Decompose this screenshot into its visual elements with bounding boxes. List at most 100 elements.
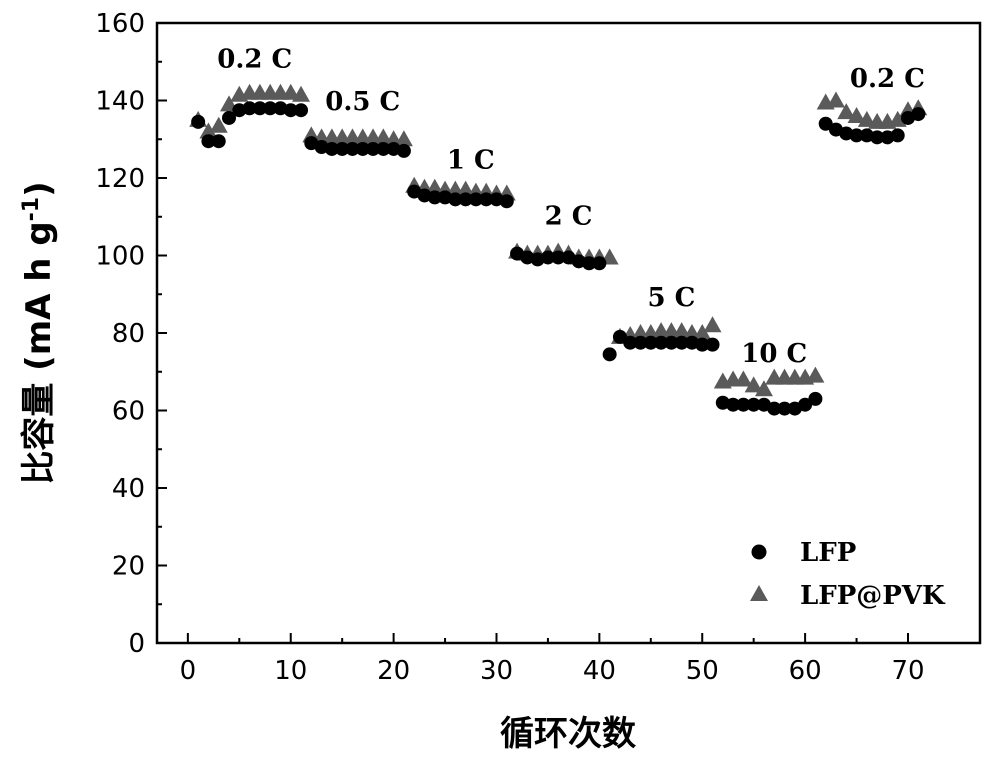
lfp-point (396, 143, 411, 158)
lfp-point (726, 397, 741, 412)
y-axis-title: 比容量 (mA h g-1) (19, 181, 60, 484)
lfp-pvk-point (693, 324, 712, 340)
lfp-point (623, 335, 638, 350)
lfp-point (798, 397, 813, 412)
y-tick-label: 100 (95, 242, 145, 272)
rate-annotation: 0.2 C (217, 45, 292, 75)
series-lfp-pvk (189, 83, 928, 397)
y-axis-title-sup: -1 (19, 197, 44, 221)
annotations: 0.2 C 0.5 C 1 C 2 C 5 C 10 C 0.2 C (217, 45, 925, 370)
x-tick-label: 20 (377, 656, 410, 686)
lfp-pvk-point (806, 366, 825, 383)
x-axis-title: 循环次数 (500, 714, 636, 754)
lfp-pvk-point (292, 85, 311, 102)
y-tick-label: 140 (95, 87, 145, 117)
lfp-point (427, 190, 442, 205)
lfp-point (294, 103, 309, 118)
x-tick-label: 40 (583, 656, 616, 686)
y-tick-label: 60 (112, 397, 145, 427)
lfp-point (211, 134, 226, 149)
lfp-point (499, 194, 514, 209)
lfp-point (674, 335, 689, 350)
legend-label-lfp-pvk: LFP@PVK (800, 581, 946, 611)
lfp-pvk-point (857, 110, 876, 127)
lfp-pvk-point (888, 110, 907, 127)
legend-marker-lfp (751, 544, 767, 560)
y-axis-title-close: ) (19, 181, 59, 197)
lfp-point (355, 141, 370, 156)
lfp-pvk-point (425, 178, 444, 195)
lfp-pvk-point (199, 122, 218, 139)
lfp-point (808, 391, 823, 406)
rate-annotation: 2 C (545, 202, 593, 232)
y-tick-label: 160 (95, 9, 145, 39)
y-tick-label: 20 (112, 552, 145, 582)
lfp-point (890, 128, 905, 143)
lfp-pvk-point (826, 91, 845, 108)
lfp-point (376, 141, 391, 156)
lfp-point (201, 134, 216, 149)
lfp-point (283, 103, 298, 118)
rate-annotation: 10 C (741, 339, 807, 369)
lfp-point (582, 256, 597, 271)
lfp-point (911, 107, 926, 122)
lfp-pvk-point (209, 116, 228, 133)
x-tick-label: 0 (180, 656, 197, 686)
legend-marker-lfp-pvk (750, 585, 768, 601)
lfp-point (345, 141, 360, 156)
lfp-pvk-point (281, 83, 300, 100)
lfp-pvk-point (754, 380, 773, 397)
y-tick-label: 40 (112, 474, 145, 504)
lfp-pvk-point (394, 130, 413, 147)
lfp-pvk-point (744, 376, 763, 393)
lfp-point (366, 141, 381, 156)
axis-ticks: 0 10 20 30 40 50 60 70 0 20 40 60 80 100 120 140 160 (95, 9, 924, 686)
x-tick-label: 30 (480, 656, 513, 686)
lfp-point (479, 192, 494, 207)
lfp-point (592, 256, 607, 271)
y-axis-title-main: 比容量 (mA h g (19, 221, 59, 484)
lfp-pvk-point (456, 180, 475, 197)
y-tick-label: 120 (95, 164, 145, 194)
lfp-point (654, 335, 669, 350)
rate-annotation: 0.2 C (850, 64, 925, 94)
lfp-point (664, 335, 679, 350)
rate-annotation: 1 C (447, 145, 495, 175)
lfp-point (335, 141, 350, 156)
lfp-point (746, 397, 761, 412)
lfp-point (695, 337, 710, 352)
lfp-pvk-point (703, 316, 722, 333)
x-tick-label: 60 (789, 656, 822, 686)
y-tick-label: 0 (128, 629, 145, 659)
lfp-point (551, 250, 566, 265)
lfp-pvk-point (837, 103, 856, 120)
rate-annotation: 0.5 C (325, 87, 400, 117)
lfp-point (252, 101, 267, 116)
series-layer (189, 83, 928, 416)
lfp-point (263, 101, 278, 116)
lfp-point (705, 337, 720, 352)
lfp-pvk-point (734, 370, 753, 387)
lfp-point (777, 401, 792, 416)
lfp-pvk-point (847, 107, 866, 123)
lfp-point (818, 116, 833, 131)
lfp-point (448, 192, 463, 207)
lfp-point (643, 335, 658, 350)
x-tick-label: 50 (686, 656, 719, 686)
lfp-pvk-point (672, 322, 691, 339)
legend-label-lfp: LFP (800, 538, 856, 568)
legend: LFP LFP@PVK (750, 538, 946, 611)
x-tick-label: 70 (891, 656, 924, 686)
rate-annotation: 5 C (647, 283, 695, 313)
lfp-point (324, 141, 339, 156)
lfp-point (222, 110, 237, 125)
series-lfp (191, 101, 926, 416)
lfp-point (242, 101, 257, 116)
lfp-point (870, 130, 885, 145)
lfp-pvk-point (374, 128, 393, 145)
y-tick-label: 80 (112, 319, 145, 349)
lfp-point (849, 128, 864, 143)
lfp-point (540, 250, 555, 265)
x-tick-label: 10 (274, 656, 307, 686)
